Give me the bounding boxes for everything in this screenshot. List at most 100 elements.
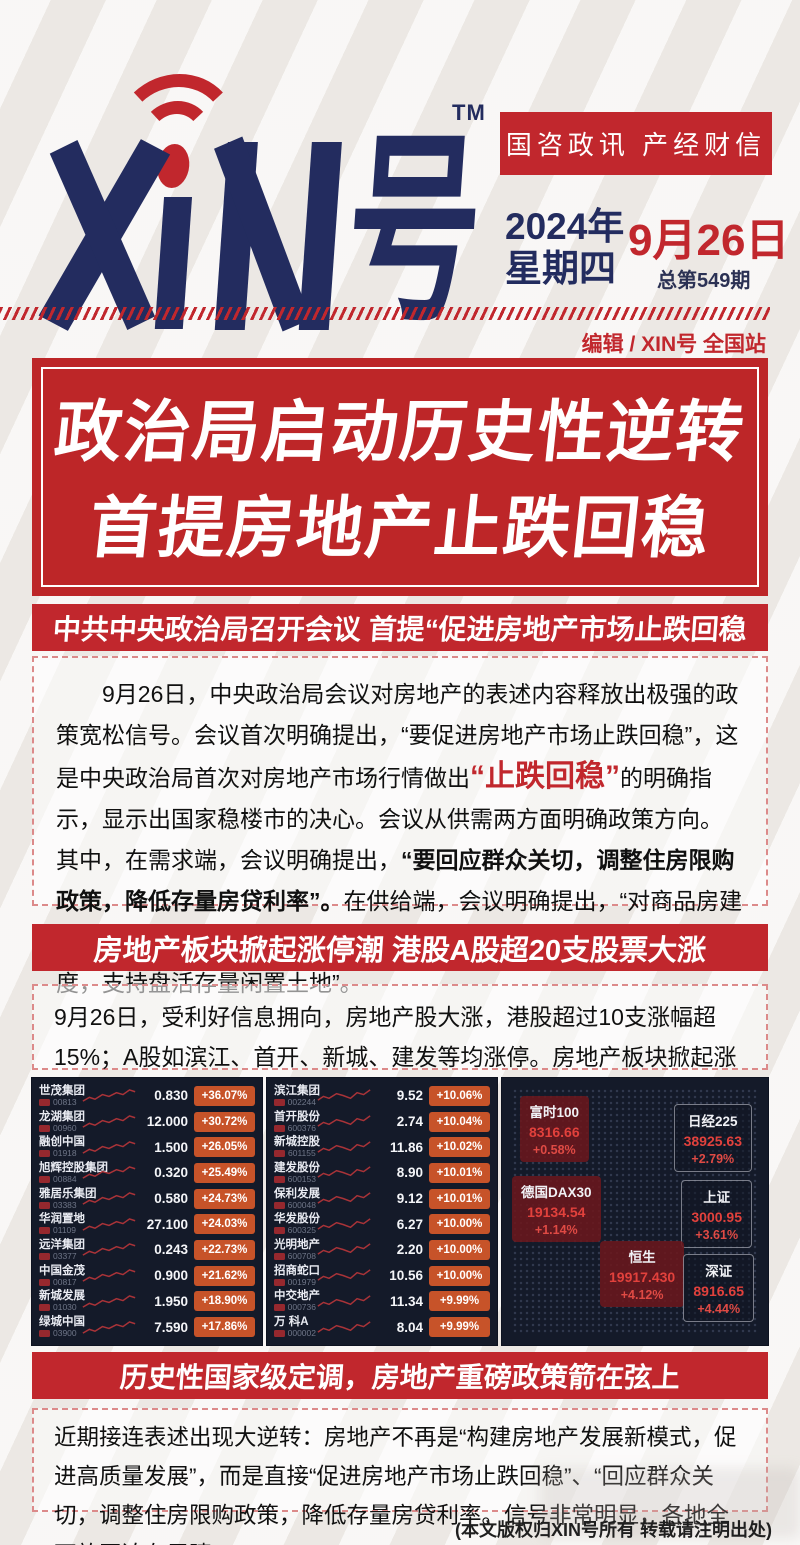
stock-name: 滨江集团 (274, 1084, 320, 1097)
index-name: 富时100 (529, 1105, 580, 1120)
section3-paragraph: 近期接连表述出现大逆转：房地产不再是“构建房地产发展新模式，促进高质量发展”，而… (54, 1425, 737, 1545)
stock-row: 融创中国 01918 1.500 +26.05% (39, 1134, 255, 1160)
stock-price: 0.900 (154, 1268, 188, 1284)
stock-price: 0.580 (154, 1191, 188, 1207)
stock-name: 绿城中国 (39, 1316, 85, 1329)
index-value: 8316.66 (529, 1124, 580, 1140)
stock-code: 03377 (53, 1250, 77, 1261)
trademark-symbol: TM (452, 100, 486, 125)
market-badge (39, 1227, 50, 1235)
world-indices-panel: 富时100 8316.66 +0.58% 日经225 38925.63 +2.7… (502, 1078, 768, 1345)
sparkline-icon (82, 1089, 136, 1103)
stock-price: 11.34 (389, 1293, 423, 1309)
stock-price: 9.12 (396, 1191, 423, 1207)
sparkline-icon (317, 1243, 371, 1256)
sparkline-icon (82, 1294, 136, 1308)
stock-code: 601155 (288, 1148, 316, 1159)
hatched-divider (0, 307, 770, 320)
market-badge (274, 1150, 285, 1158)
stock-price: 9.52 (396, 1088, 423, 1104)
stock-row: 雅居乐集团 03383 0.580 +24.73% (39, 1186, 255, 1212)
change-badge: +17.86% (194, 1317, 255, 1338)
copyright-note: (本文版权归XIN号所有 转载请注明出处) (455, 1520, 772, 1540)
stock-row: 中交地产 000736 11.34 +9.99% (274, 1289, 490, 1315)
stock-price: 27.100 (146, 1216, 188, 1232)
market-badge (39, 1252, 50, 1260)
stock-code: 000002 (287, 1328, 316, 1339)
stock-row: 华润置地 01109 27.100 +24.03% (39, 1211, 255, 1237)
index-value: 19917.430 (609, 1269, 676, 1285)
market-badge (274, 1124, 285, 1132)
section1-banner: 中共中央政治局召开会议 首提“促进房地产市场止跌回稳 (32, 604, 768, 651)
market-badge (39, 1201, 50, 1209)
stock-price: 10.56 (389, 1268, 423, 1284)
market-badge (274, 1304, 285, 1312)
index-change: +4.44% (697, 1302, 741, 1316)
change-badge: +30.72% (194, 1111, 255, 1132)
stock-row: 旭辉控股集团 00884 0.320 +25.49% (39, 1160, 255, 1186)
stock-price: 11.86 (389, 1139, 423, 1155)
stock-name: 保利发展 (274, 1187, 320, 1200)
index-card: 富时100 8316.66 +0.58% (520, 1096, 589, 1162)
date-year: 2024年 (505, 206, 625, 247)
stock-price: 1.950 (154, 1293, 188, 1309)
date-weekday: 星期四 (505, 248, 616, 289)
sparkline-icon (82, 1140, 136, 1154)
stock-row: 滨江集团 002244 9.52 +10.06% (274, 1083, 490, 1109)
index-change: +2.79% (691, 1152, 735, 1166)
stock-code: 00817 (53, 1276, 77, 1287)
stock-row: 龙湖集团 00960 12.000 +30.72% (39, 1109, 255, 1135)
sparkline-icon (317, 1218, 371, 1230)
highlight-red-phrase: “止跌回稳” (470, 760, 620, 793)
stock-price: 2.20 (396, 1242, 423, 1258)
market-badge (39, 1330, 50, 1338)
change-badge: +24.73% (194, 1188, 255, 1209)
sparkline-icon (82, 1243, 136, 1257)
stock-code: 600048 (287, 1199, 316, 1210)
index-card: 日经225 38925.63 +2.79% (673, 1104, 752, 1172)
section3-paragraph-box: 近期接连表述出现大逆转：房地产不再是“构建房地产发展新模式，促进高质量发展”，而… (32, 1408, 768, 1545)
change-badge: +24.03% (194, 1214, 255, 1235)
index-card: 深证 8916.65 +4.44% (683, 1254, 754, 1322)
stock-row: 光明地产 600708 2.20 +10.00% (274, 1237, 490, 1263)
stock-code: 600376 (287, 1122, 316, 1133)
index-name: 深证 (705, 1264, 733, 1279)
stock-code: 002244 (287, 1096, 316, 1107)
stock-name: 中国金茂 (39, 1264, 85, 1277)
sparkline-icon (317, 1141, 371, 1153)
highlight-bold-phrase: “要回应群众关切，调整住房限购政策，降低存量房贷利率”。 (56, 847, 735, 914)
stock-row: 保利发展 600048 9.12 +10.01% (274, 1186, 490, 1212)
stock-name: 世茂集团 (39, 1084, 85, 1097)
market-badge (39, 1150, 50, 1158)
index-name: 上证 (703, 1190, 731, 1205)
index-card: 德国DAX30 19134.54 +1.14% (512, 1176, 601, 1242)
market-badge (274, 1201, 285, 1209)
headline-line-2: 首提房地产止跌回稳 (85, 491, 715, 566)
index-change: +0.58% (532, 1143, 576, 1157)
change-badge: +26.05% (194, 1137, 255, 1158)
stock-name: 首开股份 (274, 1110, 320, 1123)
stock-row: 远洋集团 03377 0.243 +22.73% (39, 1237, 255, 1263)
brand-tagline: 国咨政讯 产经财信 (500, 112, 772, 175)
market-badge (274, 1227, 285, 1235)
change-badge: +21.62% (194, 1265, 255, 1286)
stock-code: 600708 (287, 1250, 316, 1261)
sparkline-icon (317, 1295, 371, 1307)
stock-code: 01918 (53, 1148, 77, 1159)
section2-paragraph-box: 9月26日，受利好信息拥向，房地产股大涨，港股超过10支涨幅超15%；A股如滨江… (32, 984, 768, 1110)
headline-line-1: 政治局启动历史性逆转 (51, 395, 749, 470)
stock-code: 01109 (53, 1225, 77, 1236)
index-name: 德国DAX30 (521, 1185, 592, 1200)
change-badge: +10.04% (429, 1111, 490, 1132)
sparkline-icon (82, 1269, 136, 1282)
stock-name: 新城发展 (39, 1290, 85, 1303)
stock-code: 00813 (53, 1096, 77, 1107)
change-badge: +9.99% (429, 1317, 490, 1338)
sparkline-icon (82, 1192, 136, 1205)
market-badge (39, 1124, 50, 1132)
change-badge: +10.00% (429, 1239, 490, 1260)
section1-paragraph-box: 9月26日，中央政治局会议对房地产的表述内容释放出极强的政策宽松信号。会议首次明… (32, 656, 768, 996)
stock-name: 雅居乐集团 (39, 1187, 97, 1200)
faint-watermark (540, 1468, 800, 1538)
stock-price: 8.90 (396, 1165, 423, 1181)
